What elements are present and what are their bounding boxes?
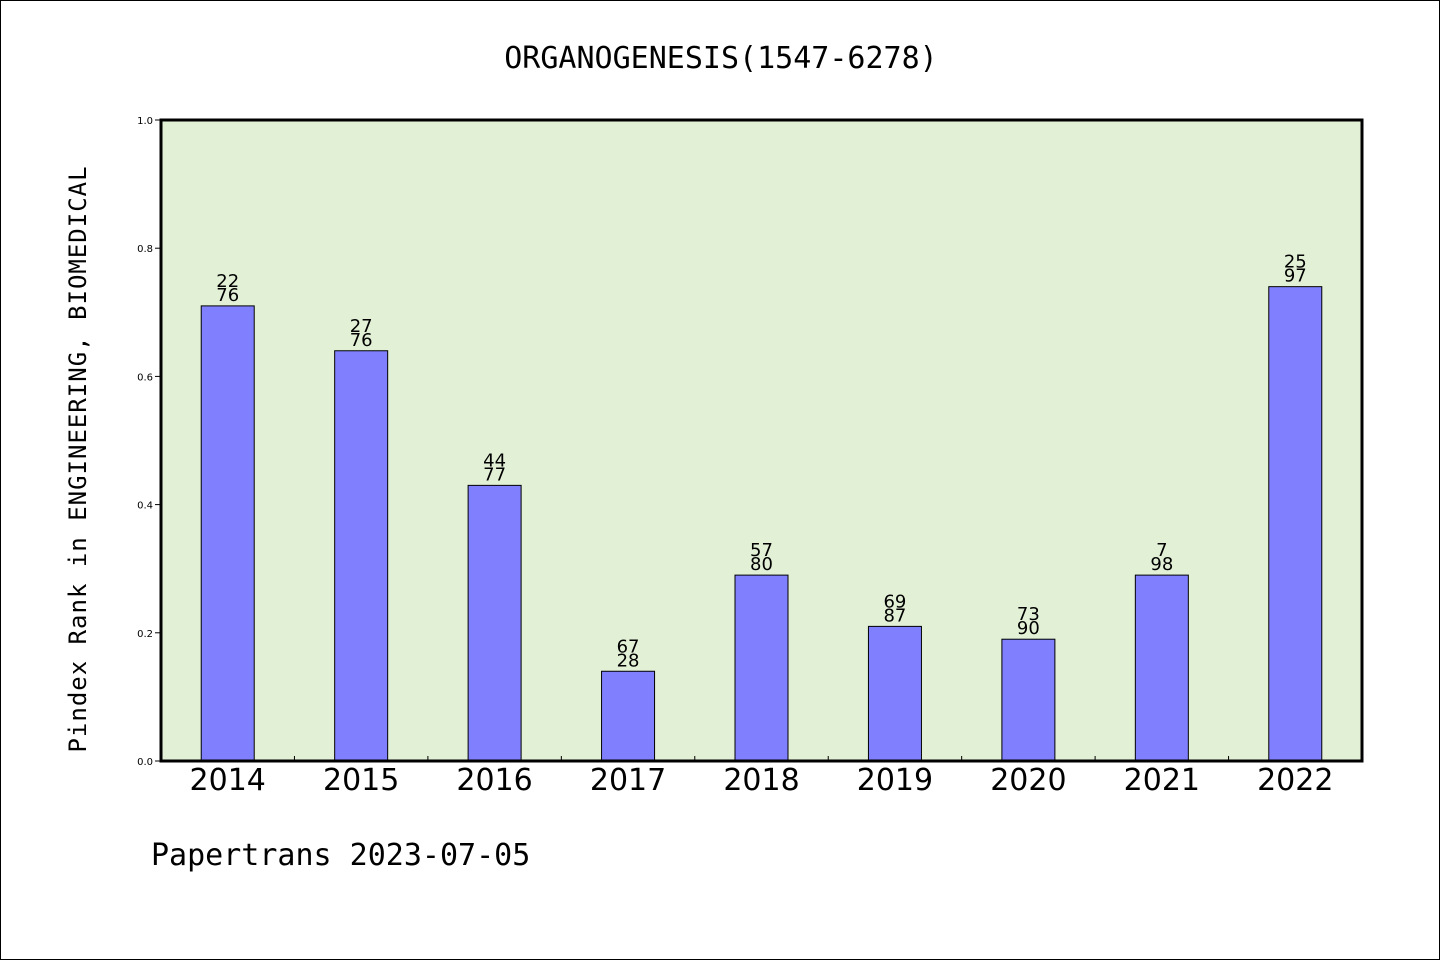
bar-label-top: 73 <box>1017 604 1040 625</box>
bar-2016 <box>467 484 522 762</box>
chart-title: ORGANOGENESIS(1547-6278) <box>504 41 937 76</box>
y-tick-label: 0.4 <box>137 501 153 512</box>
bar-2015 <box>334 350 389 762</box>
bar-2020 <box>1001 638 1056 762</box>
bar-label-bottom: 76 <box>216 285 239 306</box>
y-tick-label: 0.2 <box>137 629 153 640</box>
bar-label-bottom: 90 <box>1017 618 1040 639</box>
y-axis: 0.0 0.2 0.4 0.6 0.8 1.0 <box>137 116 161 768</box>
bar-label-bottom: 28 <box>617 650 640 671</box>
bar-2017 <box>601 670 656 762</box>
bar-label-top: 67 <box>617 636 640 657</box>
bar-label-top: 44 <box>483 450 506 471</box>
bar-2022 <box>1268 286 1323 762</box>
plot-frame <box>159 118 1364 763</box>
x-tick-label: 2019 <box>857 763 933 798</box>
bar-label-top: 27 <box>350 316 373 337</box>
bar-label-bottom: 87 <box>883 605 906 626</box>
bar-label-top: 7 <box>1156 540 1167 561</box>
x-tick-label: 2022 <box>1257 763 1333 798</box>
bar-label-top: 57 <box>750 540 773 561</box>
bar-label-top: 69 <box>883 591 906 612</box>
bar-label-bottom: 80 <box>750 554 773 575</box>
y-axis-label: Pindex Rank in ENGINEERING, BIOMEDICAL <box>64 165 92 752</box>
x-tick-label: 2016 <box>456 763 532 798</box>
bar-2021 <box>1134 574 1189 762</box>
x-tick-label: 2015 <box>323 763 399 798</box>
x-tick-label: 2014 <box>190 763 266 798</box>
y-tick-label: 0.0 <box>137 757 153 768</box>
y-tick-label: 0.6 <box>137 372 153 383</box>
bar-2019 <box>867 625 922 762</box>
x-tick-label: 2018 <box>723 763 799 798</box>
x-tick-label: 2020 <box>990 763 1066 798</box>
y-tick-label: 0.8 <box>137 244 153 255</box>
bar-label-bottom: 98 <box>1150 554 1173 575</box>
bar-label-bottom: 77 <box>483 464 506 485</box>
footer-credit: Papertrans 2023-07-05 <box>151 838 530 873</box>
x-tick-label: 2017 <box>590 763 666 798</box>
x-axis: 2014 2015 2016 2017 2018 2019 2020 2021 2022 <box>190 756 1333 798</box>
bar-label-top: 25 <box>1284 252 1307 273</box>
bar-2014 <box>200 305 255 762</box>
bar-2018 <box>734 574 789 762</box>
x-tick-label: 2021 <box>1124 763 1200 798</box>
bar-label-bottom: 97 <box>1284 266 1307 287</box>
bar-label-top: 22 <box>216 271 239 292</box>
y-tick-label: 1.0 <box>137 116 153 127</box>
bar-label-bottom: 76 <box>350 330 373 351</box>
bars-group <box>200 286 1323 762</box>
